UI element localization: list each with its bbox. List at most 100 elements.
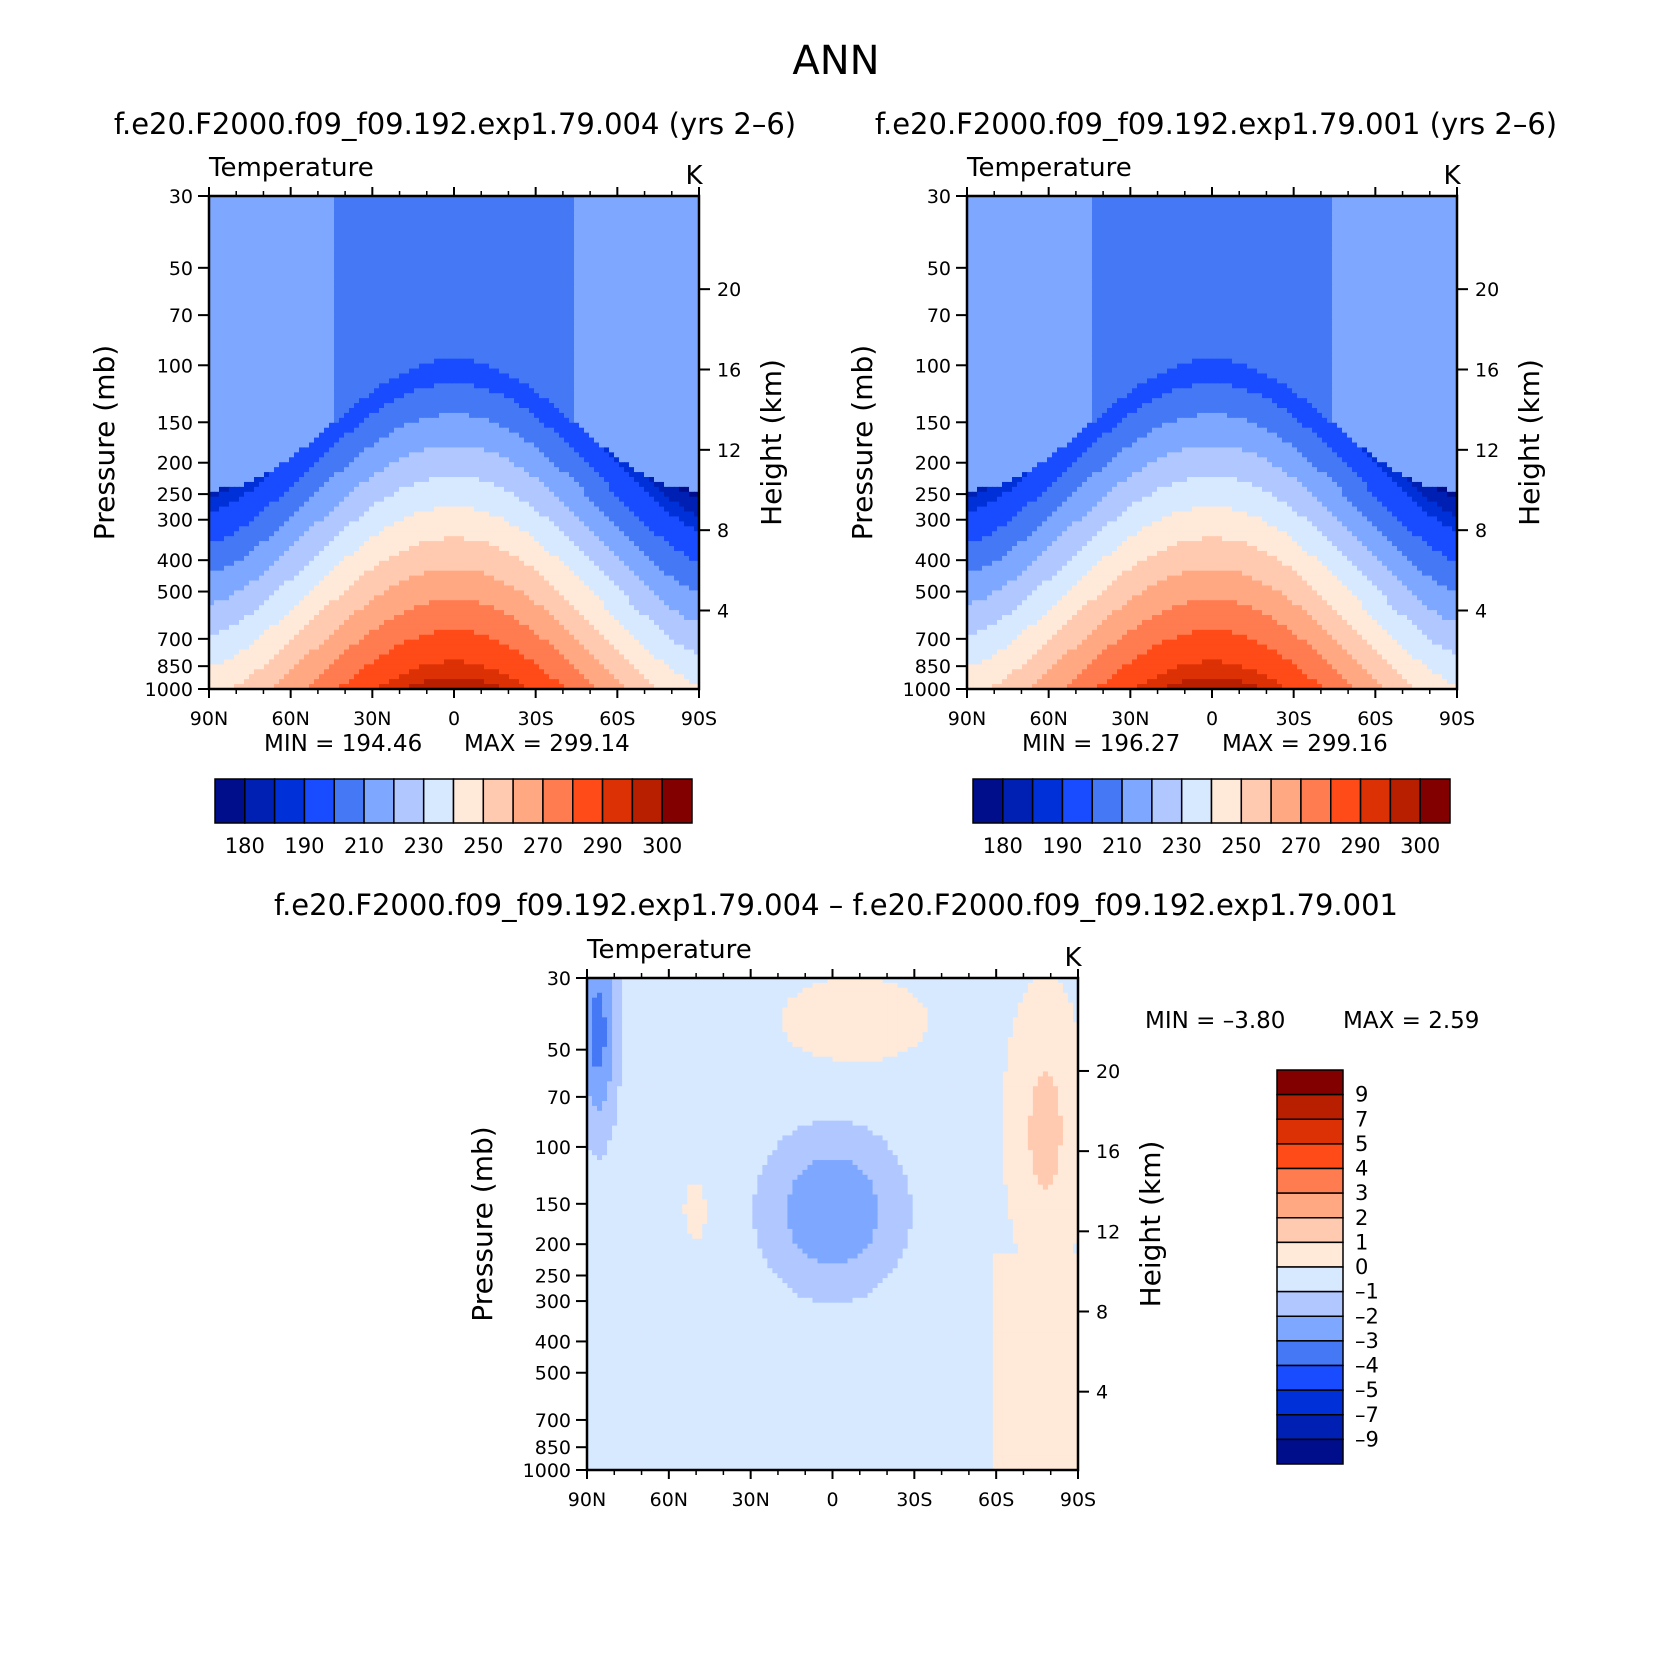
contour-cell xyxy=(334,240,340,246)
contour-cell xyxy=(219,295,225,301)
contour-cell xyxy=(514,339,520,345)
contour-cell xyxy=(354,295,360,301)
contour-cell xyxy=(424,324,430,330)
contour-cell xyxy=(659,304,665,310)
contour-cell xyxy=(369,255,375,261)
contour-cell xyxy=(669,383,675,389)
contour-cell xyxy=(304,364,310,370)
contour-cell xyxy=(534,270,540,276)
contour-cell xyxy=(594,344,600,350)
contour-cell xyxy=(284,388,290,394)
contour-cell xyxy=(504,388,510,394)
contour-cell xyxy=(349,349,355,355)
contour-cell xyxy=(489,235,495,241)
contour-cell xyxy=(659,255,665,261)
contour-cell xyxy=(564,226,570,232)
contour-cell xyxy=(579,388,585,394)
contour-cell xyxy=(449,221,455,227)
contour-cell xyxy=(344,359,350,365)
contour-cell xyxy=(349,255,355,261)
contour-cell xyxy=(359,280,365,286)
contour-cell xyxy=(564,265,570,271)
contour-cell xyxy=(409,211,415,217)
contour-cell xyxy=(244,206,250,212)
contour-cell xyxy=(389,285,395,291)
contour-cell xyxy=(524,324,530,330)
contour-cell xyxy=(234,295,240,301)
contour-cell xyxy=(554,304,560,310)
contour-cell xyxy=(614,221,620,227)
contour-cell xyxy=(289,280,295,286)
contour-cell xyxy=(339,290,345,296)
contour-cell xyxy=(569,255,575,261)
contour-cell xyxy=(569,221,575,227)
contour-cell xyxy=(479,255,485,261)
contour-cell xyxy=(679,260,685,266)
contour-cell xyxy=(269,260,275,266)
contour-cell xyxy=(279,339,285,345)
contour-cell xyxy=(239,231,245,237)
contour-cell xyxy=(549,280,555,286)
contour-cell xyxy=(639,290,645,296)
contour-cell xyxy=(594,250,600,256)
contour-cell xyxy=(404,369,410,375)
contour-cell xyxy=(474,221,480,227)
contour-cell xyxy=(314,344,320,350)
contour-cell xyxy=(554,349,560,355)
contour-cell xyxy=(224,201,230,207)
contour-cell xyxy=(309,280,315,286)
contour-cell xyxy=(544,373,550,379)
contour-cell xyxy=(354,201,360,207)
contour-cell xyxy=(474,250,480,256)
contour-cell xyxy=(254,319,260,325)
contour-cell xyxy=(429,309,435,315)
contour-cell xyxy=(519,295,525,301)
contour-cell xyxy=(294,201,300,207)
contour-cell xyxy=(614,250,620,256)
contour-cell xyxy=(629,383,635,389)
contour-cell xyxy=(559,378,565,384)
contour-cell xyxy=(284,349,290,355)
contour-cell xyxy=(329,344,335,350)
contour-cell xyxy=(284,295,290,301)
contour-cell xyxy=(479,231,485,237)
contour-cell xyxy=(679,300,685,306)
contour-cell xyxy=(664,250,670,256)
contour-cell xyxy=(539,388,545,394)
contour-cell xyxy=(599,201,605,207)
contour-cell xyxy=(569,314,575,320)
contour-cell xyxy=(369,388,375,394)
contour-cell xyxy=(514,226,520,232)
contour-cell xyxy=(264,378,270,384)
contour-cell xyxy=(599,290,605,296)
contour-cell xyxy=(684,211,690,217)
contour-cell xyxy=(289,260,295,266)
contour-cell xyxy=(469,295,475,301)
contour-cell xyxy=(364,250,370,256)
contour-cell xyxy=(554,231,560,237)
contour-cell xyxy=(539,329,545,335)
contour-cell xyxy=(519,300,525,306)
contour-cell xyxy=(254,295,260,301)
contour-cell xyxy=(419,314,425,320)
contour-cell xyxy=(259,226,265,232)
contour-cell xyxy=(659,285,665,291)
contour-cell xyxy=(644,270,650,276)
contour-cell xyxy=(344,373,350,379)
contour-cell xyxy=(284,235,290,241)
contour-cell xyxy=(304,319,310,325)
contour-cell xyxy=(524,329,530,335)
contour-cell xyxy=(419,364,425,370)
contour-cell xyxy=(224,339,230,345)
contour-cell xyxy=(544,349,550,355)
contour-cell xyxy=(509,280,515,286)
contour-cell xyxy=(644,265,650,271)
contour-cell xyxy=(374,245,380,251)
contour-cell xyxy=(279,369,285,375)
contour-cell xyxy=(239,295,245,301)
contour-cell xyxy=(484,349,490,355)
contour-cell xyxy=(549,329,555,335)
contour-cell xyxy=(634,250,640,256)
contour-cell xyxy=(259,364,265,370)
contour-cell xyxy=(619,378,625,384)
